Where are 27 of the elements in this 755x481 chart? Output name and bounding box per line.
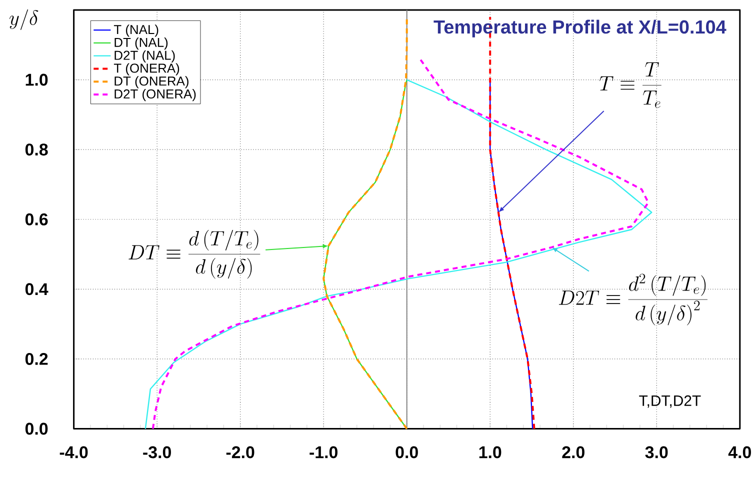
x-tick-label: 2.0 — [562, 446, 584, 458]
x-tick-label: 4.0 — [728, 446, 751, 458]
annotation: $D2T \equiv \frac{d^2\left(T/T_e\right)}{d\left(y/\delta\right)^2}$ — [558, 274, 708, 326]
y-tick-label: 0.6 — [25, 214, 48, 226]
annotation: $DT \equiv \frac{d\left(T/T_e\right)}{d\left(y/\delta\right)}$ — [128, 230, 260, 279]
legend-label: DT (NAL) — [114, 38, 168, 50]
y-tick-label: 1.0 — [26, 74, 48, 86]
annotation: $T \equiv \frac{T}{T_e}$ — [600, 62, 662, 108]
x-tick-label: -4.0 — [60, 446, 88, 458]
x-tick-label: 3.0 — [645, 446, 668, 458]
x-tick-label: -1.0 — [310, 446, 338, 458]
legend-label: T (NAL) — [114, 24, 158, 37]
chart-title: Temperature Profile at X/L=0.104 — [434, 20, 726, 38]
y-axis-title: $y/\delta$ — [9, 10, 38, 30]
y-tick-label: 0.2 — [25, 353, 48, 366]
x-tick-label: 0.0 — [396, 446, 418, 458]
legend-label: DT (ONERA) — [114, 76, 188, 88]
x-tick-label: -2.0 — [226, 446, 254, 458]
legend-label: D2T (NAL) — [114, 50, 175, 63]
y-tick-label: 0.8 — [25, 144, 48, 156]
x-tick-label: -3.0 — [143, 446, 171, 458]
legend-label: T (ONERA) — [114, 63, 180, 76]
x-tick-label: 1.0 — [479, 446, 502, 458]
legend-label: D2T (ONERA) — [114, 89, 196, 102]
x-axis-title: T,DT,D2T — [639, 396, 701, 408]
y-tick-label: 0.0 — [25, 422, 48, 435]
y-tick-label: 0.4 — [25, 283, 48, 296]
